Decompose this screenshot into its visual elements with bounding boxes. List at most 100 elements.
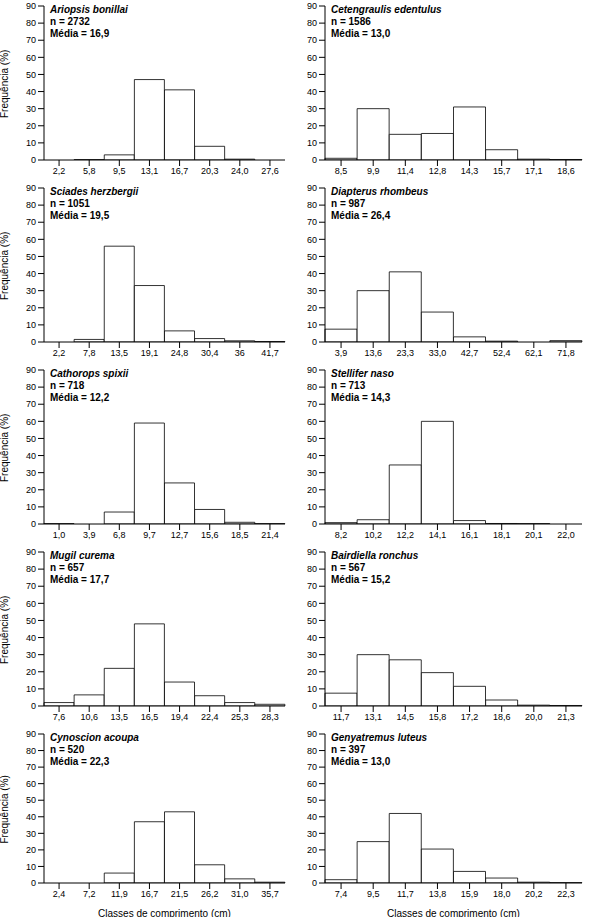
svg-text:10: 10 xyxy=(307,502,317,512)
svg-text:20: 20 xyxy=(307,303,317,313)
svg-text:80: 80 xyxy=(26,746,36,756)
svg-text:80: 80 xyxy=(26,564,36,574)
svg-text:22,4: 22,4 xyxy=(201,712,219,722)
svg-text:20: 20 xyxy=(307,845,317,855)
svg-text:20: 20 xyxy=(307,667,317,677)
svg-text:3,9: 3,9 xyxy=(335,348,348,358)
svg-text:11,4: 11,4 xyxy=(397,166,414,176)
svg-text:14,3: 14,3 xyxy=(461,166,479,176)
svg-text:80: 80 xyxy=(26,18,36,28)
svg-text:25,3: 25,3 xyxy=(231,712,249,722)
svg-text:70: 70 xyxy=(307,35,317,45)
svg-text:24,0: 24,0 xyxy=(231,166,249,176)
svg-text:60: 60 xyxy=(26,417,36,427)
svg-text:20,0: 20,0 xyxy=(525,712,543,722)
svg-text:15,6: 15,6 xyxy=(201,530,219,540)
svg-text:20,2: 20,2 xyxy=(525,889,543,899)
svg-text:70: 70 xyxy=(26,399,36,409)
svg-text:Frequência (%): Frequência (%) xyxy=(8,775,10,843)
svg-text:16,5: 16,5 xyxy=(141,712,159,722)
svg-text:62,1: 62,1 xyxy=(525,348,543,358)
svg-text:0: 0 xyxy=(312,519,317,529)
svg-text:0: 0 xyxy=(31,701,36,711)
svg-text:18,6: 18,6 xyxy=(493,712,511,722)
svg-text:20,3: 20,3 xyxy=(201,166,219,176)
svg-text:36: 36 xyxy=(235,348,245,358)
svg-text:70: 70 xyxy=(307,399,317,409)
svg-text:40: 40 xyxy=(307,812,317,822)
svg-text:20: 20 xyxy=(26,845,36,855)
svg-text:20,1: 20,1 xyxy=(525,530,543,540)
svg-text:20: 20 xyxy=(307,121,317,131)
svg-text:21,5: 21,5 xyxy=(171,889,189,899)
svg-text:2,4: 2,4 xyxy=(53,889,66,899)
svg-text:50: 50 xyxy=(307,795,317,805)
svg-text:40: 40 xyxy=(26,269,36,279)
svg-text:90: 90 xyxy=(26,183,36,193)
svg-text:70: 70 xyxy=(307,217,317,227)
svg-text:90: 90 xyxy=(307,183,317,193)
svg-text:6,8: 6,8 xyxy=(113,530,126,540)
svg-text:8,2: 8,2 xyxy=(335,530,348,540)
svg-text:90: 90 xyxy=(307,547,317,557)
svg-text:90: 90 xyxy=(26,365,36,375)
svg-text:20: 20 xyxy=(26,121,36,131)
svg-text:42,7: 42,7 xyxy=(461,348,479,358)
svg-text:70: 70 xyxy=(307,762,317,772)
svg-text:10: 10 xyxy=(26,862,36,872)
svg-text:60: 60 xyxy=(307,599,317,609)
svg-text:2,2: 2,2 xyxy=(53,348,66,358)
svg-text:14,5: 14,5 xyxy=(397,712,415,722)
svg-text:21,3: 21,3 xyxy=(557,712,575,722)
svg-text:0: 0 xyxy=(31,155,36,165)
svg-text:19,4: 19,4 xyxy=(171,712,189,722)
svg-text:10: 10 xyxy=(26,502,36,512)
svg-text:50: 50 xyxy=(26,795,36,805)
svg-text:50: 50 xyxy=(26,434,36,444)
svg-text:12,2: 12,2 xyxy=(397,530,415,540)
svg-text:28,3: 28,3 xyxy=(261,712,279,722)
svg-text:13,5: 13,5 xyxy=(111,348,129,358)
svg-text:22,0: 22,0 xyxy=(557,530,575,540)
svg-text:10,2: 10,2 xyxy=(364,530,382,540)
svg-text:Frequência (%): Frequência (%) xyxy=(8,50,10,118)
svg-text:24,8: 24,8 xyxy=(171,348,189,358)
svg-text:20: 20 xyxy=(26,485,36,495)
svg-text:10: 10 xyxy=(26,684,36,694)
svg-text:33,0: 33,0 xyxy=(429,348,447,358)
svg-text:30,4: 30,4 xyxy=(201,348,219,358)
svg-text:8,5: 8,5 xyxy=(335,166,348,176)
svg-text:52,4: 52,4 xyxy=(493,348,511,358)
svg-text:15,7: 15,7 xyxy=(493,166,511,176)
svg-text:30: 30 xyxy=(307,286,317,296)
svg-text:23,3: 23,3 xyxy=(397,348,415,358)
svg-text:80: 80 xyxy=(26,382,36,392)
svg-text:30: 30 xyxy=(307,650,317,660)
svg-text:30: 30 xyxy=(307,104,317,114)
svg-text:31,0: 31,0 xyxy=(231,889,249,899)
svg-text:40: 40 xyxy=(26,87,36,97)
svg-text:90: 90 xyxy=(26,729,36,739)
svg-text:80: 80 xyxy=(307,18,317,28)
svg-text:0: 0 xyxy=(312,878,317,888)
svg-text:11,7: 11,7 xyxy=(397,889,414,899)
svg-text:30: 30 xyxy=(307,829,317,839)
svg-text:20: 20 xyxy=(307,485,317,495)
svg-text:0: 0 xyxy=(312,337,317,347)
svg-text:13,8: 13,8 xyxy=(429,889,447,899)
svg-text:0: 0 xyxy=(31,337,36,347)
svg-text:30: 30 xyxy=(307,468,317,478)
svg-text:80: 80 xyxy=(307,746,317,756)
svg-text:80: 80 xyxy=(307,200,317,210)
svg-text:41,7: 41,7 xyxy=(261,348,279,358)
svg-text:10: 10 xyxy=(307,138,317,148)
svg-text:50: 50 xyxy=(307,616,317,626)
svg-text:40: 40 xyxy=(26,451,36,461)
svg-text:0: 0 xyxy=(312,701,317,711)
svg-text:18,1: 18,1 xyxy=(493,530,511,540)
svg-text:10: 10 xyxy=(307,684,317,694)
svg-text:40: 40 xyxy=(307,633,317,643)
svg-text:40: 40 xyxy=(307,87,317,97)
svg-text:7,6: 7,6 xyxy=(53,712,66,722)
svg-text:50: 50 xyxy=(307,70,317,80)
